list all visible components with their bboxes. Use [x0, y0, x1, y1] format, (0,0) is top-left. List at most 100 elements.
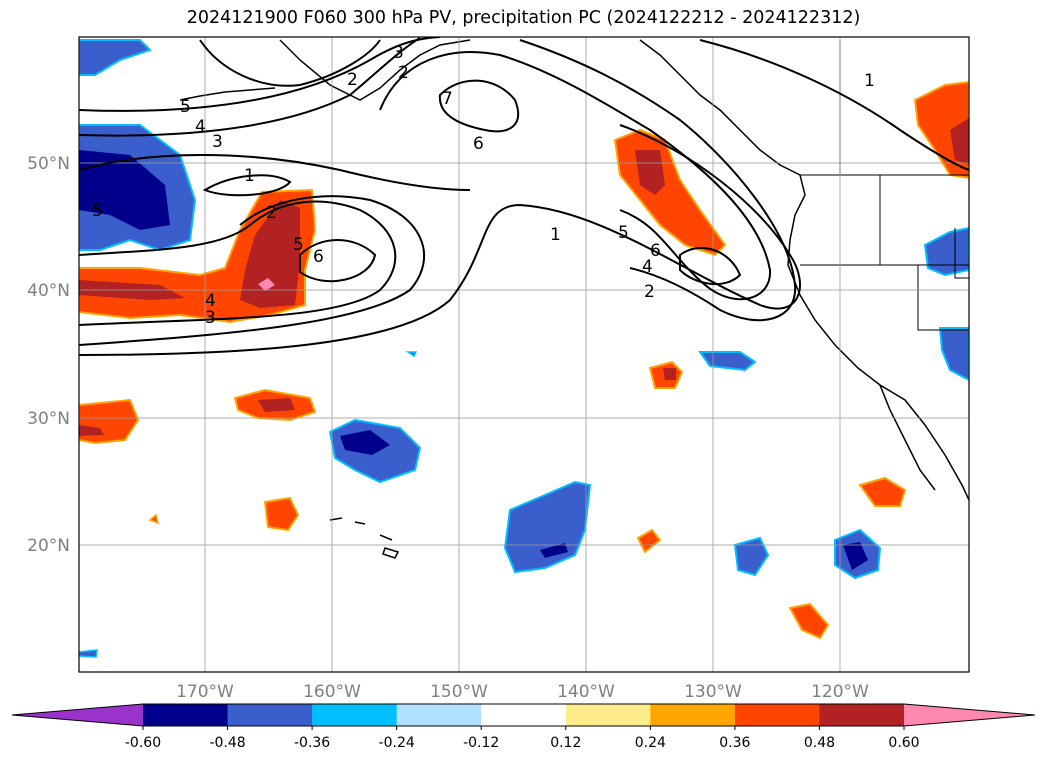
contour-label: 6 [313, 247, 324, 267]
contour-label: 5 [180, 97, 191, 117]
precip-pos-core [79, 425, 104, 436]
lon-tick-label: 150°W [430, 682, 488, 702]
precip-neg-speck [405, 351, 418, 358]
us-state-lines [800, 40, 969, 331]
colorbar-swatch [143, 704, 229, 726]
colorbar: -0.60 -0.48 -0.36 -0.24 -0.12 0.12 0.24 0.36 0.4… [11, 703, 1036, 751]
contour-label: 1 [244, 166, 255, 186]
lon-tick-label: 140°W [557, 682, 615, 702]
pv-contour [79, 200, 397, 326]
colorbar-tick-label: 0.24 [635, 735, 666, 751]
borders [800, 40, 969, 331]
pv-contour [519, 39, 797, 322]
precip-neg-patch [938, 327, 969, 382]
precip-pos-core [635, 150, 665, 195]
colorbar-swatch [734, 704, 820, 726]
colorbar-tick-label: -0.12 [463, 735, 499, 751]
colorbar-swatch [481, 704, 567, 726]
map-frame [78, 36, 970, 673]
colorbar-extend-high [904, 704, 1035, 726]
lon-tick-label: 130°W [684, 682, 742, 702]
contour-label: 3 [212, 132, 223, 152]
pv-contour [199, 39, 381, 87]
contour-label: 7 [442, 89, 453, 109]
lon-ticks: 170°W 160°W 150°W 140°W 130°W 120°W [176, 682, 869, 702]
colorbar-tick-label: -0.36 [294, 735, 330, 751]
colorbar-tick-label: -0.60 [125, 735, 161, 751]
precip-pos-patch [788, 602, 830, 640]
lon-tick-label: 160°W [303, 682, 361, 702]
lat-tick-label: 20°N [27, 536, 70, 556]
pv-contour [79, 37, 441, 112]
precip-pos-speck [148, 513, 160, 525]
pv-contours [79, 37, 969, 356]
precip-neg-core [540, 543, 568, 558]
precip-pos-patch [858, 476, 907, 507]
precip-neg-core [340, 430, 390, 455]
colorbar-swatch [396, 704, 482, 726]
colorbar-extend-low [12, 704, 143, 726]
precip-pos-core [663, 368, 676, 380]
colorbar-tick-label: 0.60 [888, 735, 919, 751]
contour-label: 5 [293, 235, 304, 255]
precip-neg-patch [923, 226, 969, 277]
pv-contour [202, 174, 292, 197]
pv-contour [79, 154, 471, 191]
colorbar-tick-label: -0.24 [379, 735, 415, 751]
precip-neg-core [79, 150, 170, 230]
pv-contour [79, 37, 421, 137]
contour-label: 2 [644, 282, 655, 302]
contour-label: 2 [266, 203, 277, 223]
precip-pos-patch [263, 496, 300, 532]
alaska-coast [279, 39, 471, 101]
colorbar-tick-label: 0.48 [804, 735, 835, 751]
chart-title: 2024121900 F060 300 hPa PV, precipitatio… [186, 8, 861, 28]
baja-peninsula [879, 384, 936, 491]
precip-neg-patch [503, 480, 592, 574]
contour-label: 2 [347, 70, 358, 90]
contour-labels: 5 4 3 1 2 5 6 4 3 7 6 1 5 6 4 2 1 2 3 2 … [92, 43, 875, 328]
precip-neg-patch [79, 39, 152, 76]
precip-neg-patch [733, 536, 770, 577]
precip-pos-patch [636, 528, 662, 554]
colorbar-tick-label: -0.48 [209, 735, 245, 751]
lat-ticks: 50°N 40°N 30°N 20°N [27, 154, 70, 556]
colorbar-tick-label: 0.36 [719, 735, 750, 751]
lat-tick-label: 40°N [27, 281, 70, 301]
hawaii-islands [329, 517, 400, 559]
pv-contour [379, 51, 772, 301]
precip-pos-core [258, 398, 295, 412]
contour-label: 2 [398, 63, 409, 83]
contour-label: 5 [92, 201, 103, 221]
colorbar-swatch [312, 704, 398, 726]
contour-label: 3 [393, 43, 404, 63]
lat-tick-label: 30°N [27, 409, 70, 429]
aleutian-islands [179, 87, 276, 101]
pv-contour [438, 79, 520, 133]
contour-label: 1 [550, 225, 561, 245]
precip-pos-core [950, 118, 969, 165]
precip-pos-max [258, 278, 275, 291]
contour-label: 4 [642, 257, 653, 277]
precip-fills [79, 39, 969, 658]
lon-tick-label: 170°W [176, 682, 234, 702]
precip-neg-core [843, 542, 868, 570]
pv-contour [679, 246, 742, 286]
contour-label: 3 [205, 308, 216, 328]
lon-tick-label: 120°W [811, 682, 869, 702]
contour-label: 6 [650, 241, 661, 261]
pv-contour [699, 39, 969, 171]
colorbar-swatch [565, 704, 651, 726]
contour-label: 4 [195, 117, 206, 137]
precip-neg-speck [79, 649, 98, 658]
pv-contour [79, 124, 801, 356]
colorbar-swatch [819, 704, 905, 726]
precip-neg-patch [698, 351, 757, 372]
colorbar-swatch [227, 704, 313, 726]
contour-label: 1 [864, 71, 875, 91]
colorbar-tick-label: 0.12 [550, 735, 581, 751]
contour-label: 6 [473, 134, 484, 154]
gridlines [79, 37, 969, 672]
pv-contour [79, 195, 426, 346]
